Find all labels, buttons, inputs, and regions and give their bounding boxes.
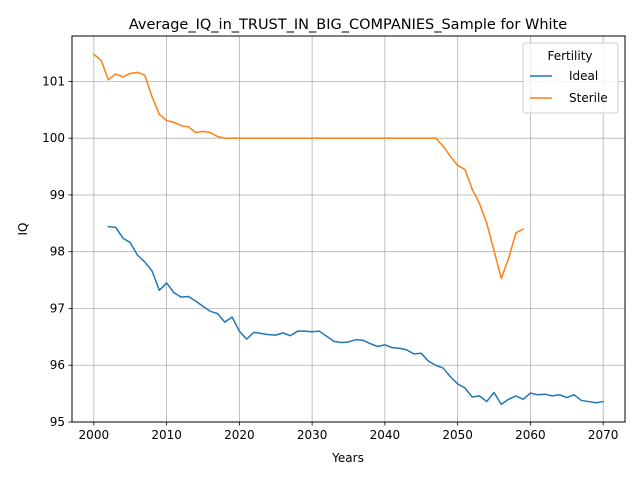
x-axis-label: Years <box>331 451 364 465</box>
chart-title: Average_IQ_in_TRUST_IN_BIG_COMPANIES_Sam… <box>129 17 567 33</box>
x-tick-label: 2070 <box>588 428 619 442</box>
y-tick-label: 95 <box>50 415 65 429</box>
y-tick-label: 96 <box>50 358 65 372</box>
x-tick-label: 2060 <box>515 428 546 442</box>
x-tick-label: 2040 <box>370 428 401 442</box>
y-tick-label: 98 <box>50 245 65 259</box>
y-axis: 95 96 97 98 99 100 101 <box>42 74 72 429</box>
x-axis: 2000 2010 2020 2030 2040 2050 2060 2070 <box>79 422 619 442</box>
legend-title: Fertility <box>547 49 592 63</box>
legend-box <box>522 42 619 114</box>
legend-label-sterile: Sterile <box>569 91 608 105</box>
y-tick-label: 101 <box>42 74 65 88</box>
x-tick-label: 2050 <box>442 428 473 442</box>
x-tick-label: 2020 <box>224 428 255 442</box>
x-tick-label: 2000 <box>79 428 110 442</box>
x-tick-label: 2010 <box>151 428 182 442</box>
y-axis-label: IQ <box>16 223 30 236</box>
series-line-ideal <box>107 225 605 406</box>
series-line-sterile <box>92 53 525 280</box>
legend: Fertility Ideal Sterile <box>522 42 619 114</box>
y-tick-label: 100 <box>42 131 65 145</box>
plot-frame <box>71 35 626 423</box>
x-tick-label: 2030 <box>297 428 328 442</box>
y-tick-label: 99 <box>50 188 65 202</box>
series-lines <box>92 53 605 406</box>
y-tick-label: 97 <box>50 301 65 315</box>
legend-label-ideal: Ideal <box>569 69 598 83</box>
